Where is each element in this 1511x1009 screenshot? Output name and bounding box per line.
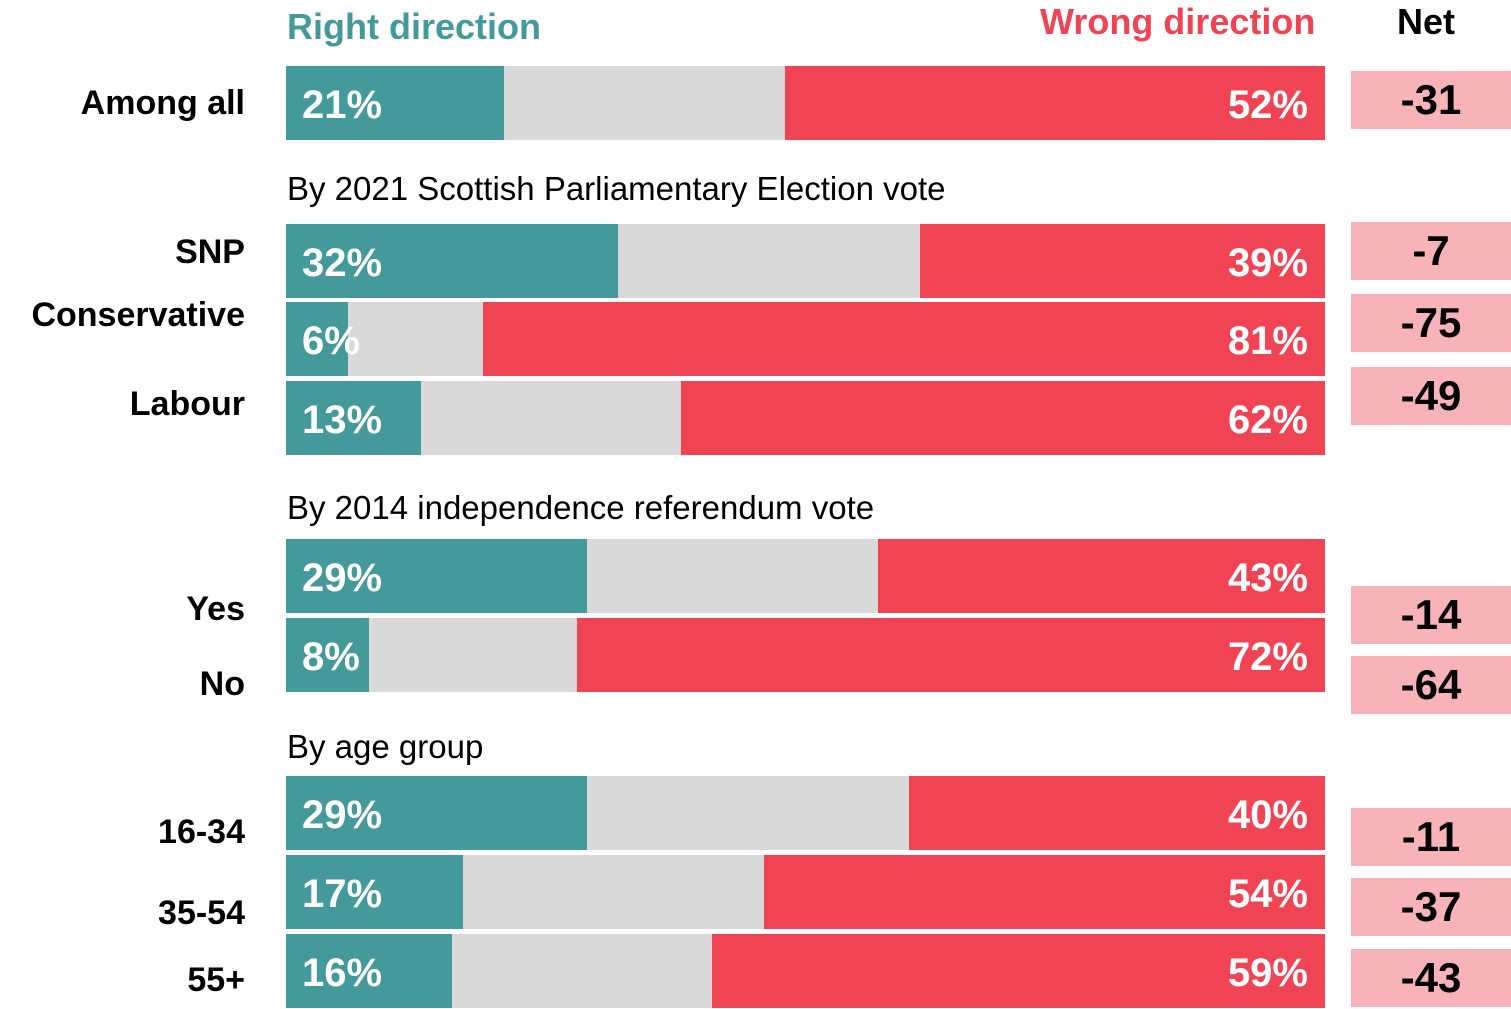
bar-right-direction	[286, 618, 370, 692]
bar-right-direction	[286, 381, 422, 455]
row-label: No	[199, 665, 245, 703]
data-label-right: 29%	[302, 556, 383, 600]
bar-right-direction	[286, 539, 588, 613]
bar-neutral	[348, 302, 484, 376]
data-label-wrong: 39%	[1227, 241, 1308, 285]
bar-neutral	[618, 224, 920, 298]
data-label-wrong: 59%	[1227, 951, 1308, 995]
bar-right-direction	[286, 776, 588, 850]
row-label: Conservative	[31, 296, 245, 334]
data-label-wrong: 72%	[1227, 635, 1308, 679]
net-value: -14	[1351, 586, 1511, 644]
net-value: -31	[1351, 71, 1511, 129]
row-label: Among all	[80, 84, 245, 122]
legend-right-direction: Right direction	[287, 6, 541, 47]
bar-wrong-direction	[909, 776, 1325, 850]
net-value: -75	[1351, 294, 1511, 352]
bar-neutral	[587, 539, 879, 613]
data-label-right: 17%	[302, 872, 383, 916]
row-label: Yes	[186, 590, 245, 628]
data-label-right: 6%	[302, 319, 360, 363]
row-label: 55+	[187, 961, 245, 999]
row-label: SNP	[175, 233, 245, 271]
bar-neutral	[504, 66, 785, 140]
bar-wrong-direction	[878, 539, 1325, 613]
bar-wrong-direction	[483, 302, 1325, 376]
net-header: Net	[1397, 1, 1456, 42]
legend-wrong-direction: Wrong direction	[1040, 1, 1316, 42]
data-label-wrong: 62%	[1227, 398, 1308, 442]
bar-wrong-direction	[680, 381, 1325, 455]
data-label-right: 8%	[302, 635, 360, 679]
bar-wrong-direction	[784, 66, 1325, 140]
data-label-wrong: 40%	[1227, 793, 1308, 837]
section-title-2014-referendum: By 2014 independence referendum vote	[287, 489, 875, 526]
bar-wrong-direction	[919, 224, 1325, 298]
net-value: -64	[1351, 656, 1511, 714]
bar-right-direction	[286, 302, 349, 376]
row-label: 35-54	[158, 894, 245, 932]
bar-neutral	[452, 934, 712, 1008]
net-value: -7	[1351, 222, 1511, 280]
data-label-right: 13%	[302, 398, 383, 442]
data-label-right: 32%	[302, 241, 383, 285]
section-title-2021-vote: By 2021 Scottish Parliamentary Election …	[287, 170, 946, 207]
bar-neutral	[369, 618, 577, 692]
net-value: -37	[1351, 878, 1511, 936]
data-label-wrong: 54%	[1227, 872, 1308, 916]
row-label: 16-34	[158, 813, 245, 851]
net-value: -11	[1351, 808, 1511, 866]
net-value: -43	[1351, 949, 1511, 1007]
bar-neutral	[421, 381, 681, 455]
data-label-wrong: 52%	[1227, 83, 1308, 127]
bar-wrong-direction	[576, 618, 1325, 692]
bar-wrong-direction	[763, 855, 1325, 929]
bar-neutral	[462, 855, 764, 929]
data-label-right: 16%	[302, 951, 383, 995]
bar-right-direction	[286, 934, 453, 1008]
net-value: -49	[1351, 367, 1511, 425]
bar-wrong-direction	[711, 934, 1325, 1008]
row-label: Labour	[129, 385, 245, 423]
section-title-age-group: By age group	[287, 728, 484, 765]
data-label-right: 21%	[302, 83, 383, 127]
bar-right-direction	[286, 224, 619, 298]
bar-right-direction	[286, 855, 463, 929]
data-label-right: 29%	[302, 793, 383, 837]
data-label-wrong: 81%	[1227, 319, 1308, 363]
bar-right-direction	[286, 66, 505, 140]
bar-neutral	[587, 776, 910, 850]
data-label-wrong: 43%	[1227, 556, 1308, 600]
